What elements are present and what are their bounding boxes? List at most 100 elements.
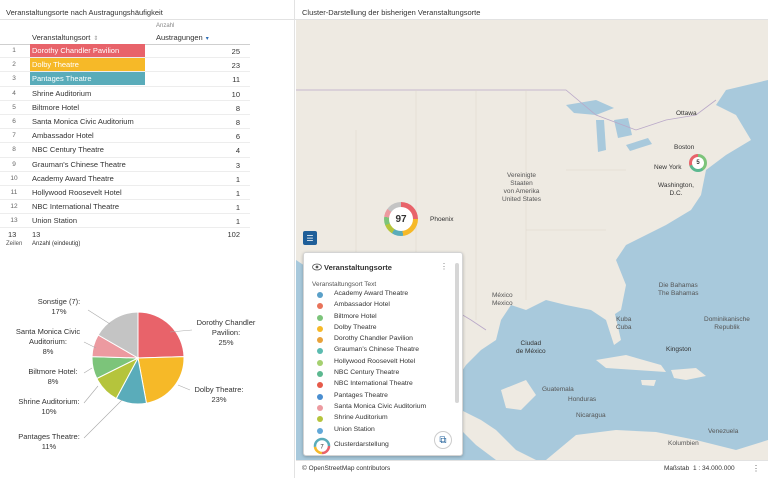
row-index: 11 xyxy=(10,188,18,196)
pie-chart-svg xyxy=(83,309,193,439)
table-row[interactable]: 8 NBC Century Theatre 4 xyxy=(0,143,250,158)
table-row[interactable]: 10 Academy Award Theatre 1 xyxy=(0,172,250,186)
pie-label-biltmore-line1: Biltmore Hotel: xyxy=(28,367,78,376)
land-cuba xyxy=(596,355,666,372)
cluster-marker-los-angeles-inner: 97 xyxy=(389,207,413,231)
row-index: 12 xyxy=(10,203,18,211)
legend-scrollbar[interactable] xyxy=(455,263,459,403)
legend-item-label: Ambassador Hotel xyxy=(334,301,390,309)
layers-button[interactable]: ⧉ xyxy=(434,431,452,449)
row-count: 3 xyxy=(235,160,240,170)
cluster-count-new-york: 5 xyxy=(696,160,700,166)
legend-color-dot xyxy=(317,371,323,378)
map-label-phoenix: Phoenix xyxy=(430,216,454,223)
map-label-nicaragua: Nicaragua xyxy=(576,412,606,419)
eye-icon[interactable] xyxy=(312,263,322,271)
table-row[interactable]: 4 Shrine Auditorium 10 xyxy=(0,87,250,101)
row-count: 8 xyxy=(235,103,240,113)
footer-menu-icon[interactable]: ⋮ xyxy=(752,464,760,473)
row-venue-name: Pantages Theatre xyxy=(30,72,145,86)
pie-label-dorothy-value: 25% xyxy=(218,338,234,347)
pie-label-santamonica: Santa Monica Civic Auditorium: 8% xyxy=(12,327,84,357)
row-venue-name: NBC International Theatre xyxy=(32,202,119,212)
row-venue-name: Dorothy Chandler Pavilion xyxy=(30,44,145,57)
pie-leader-line-3 xyxy=(83,385,99,404)
map-attribution[interactable]: © OpenStreetMap contributors xyxy=(302,465,391,472)
pie-label-pantages-line1: Pantages Theatre: xyxy=(18,432,80,441)
table-row[interactable]: 11 Hollywood Roosevelt Hotel 1 xyxy=(0,186,250,201)
pie-label-sonstige: Sonstige (7): 17% xyxy=(30,297,88,317)
pie-label-santamonica-line1: Santa Monica Civic xyxy=(15,327,81,336)
summary-distinct-label: Anzahl (eindeutig) xyxy=(32,241,81,247)
table-row[interactable]: 3 Pantages Theatre 11 xyxy=(0,72,250,87)
row-venue-name: Dolby Theatre xyxy=(30,58,145,72)
pie-label-pantages-value: 11% xyxy=(41,442,57,451)
pie-label-biltmore: Biltmore Hotel: 8% xyxy=(22,367,84,387)
row-index: 7 xyxy=(12,132,16,140)
map-label-mexico: México Mexico xyxy=(492,292,513,307)
table-header: Veranstaltungsort ⇕ Austragungen ▾ xyxy=(0,30,250,45)
legend-menu-icon[interactable]: ⋮ xyxy=(440,262,448,271)
pie-slice-0[interactable] xyxy=(137,311,185,359)
table-row[interactable]: 9 Grauman's Chinese Theatre 3 xyxy=(0,158,250,172)
row-venue-name: Union Station xyxy=(32,216,78,226)
map-label-washington: Washington, D.C. xyxy=(658,182,694,197)
row-venue-name: Ambassador Hotel xyxy=(32,131,94,141)
land-south-america xyxy=(546,430,768,460)
pie-chart: Dorothy Chandler Pavilion: 25% Dolby The… xyxy=(0,290,294,478)
legend-color-dot xyxy=(317,393,323,400)
sort-icon[interactable]: ⇕ xyxy=(93,36,99,42)
row-count: 6 xyxy=(235,132,240,142)
pie-label-dorothy-line2: Pavilion: xyxy=(211,328,241,337)
table-row[interactable]: 12 NBC International Theatre 1 xyxy=(0,200,250,215)
pie-slice-1[interactable] xyxy=(137,356,185,404)
map-label-boston: Boston xyxy=(674,144,695,151)
table-row[interactable]: 2 Dolby Theatre 23 xyxy=(0,58,250,73)
legend-toggle-button[interactable]: ☰ xyxy=(303,231,317,245)
row-venue-name: Grauman's Chinese Theatre xyxy=(32,159,126,169)
row-index: 2 xyxy=(12,61,16,69)
cluster-marker-los-angeles[interactable]: 97 xyxy=(384,202,418,236)
legend-color-dot xyxy=(317,325,323,332)
legend-item-label: Santa Monica Civic Auditorium xyxy=(334,402,427,410)
cluster-legend-label: Clusterdarstellung xyxy=(334,441,389,448)
legend-item-label: Academy Award Theatre xyxy=(334,290,409,297)
row-index: 3 xyxy=(12,75,16,83)
row-count: 10 xyxy=(231,89,240,99)
map-label-bahamas: Die Bahamas The Bahamas xyxy=(658,282,699,297)
map-label-ottawa: Ottawa xyxy=(676,110,697,117)
table-row[interactable]: 5 Biltmore Hotel 8 xyxy=(0,101,250,115)
pie-label-dolby-value: 23% xyxy=(211,395,227,404)
cluster-marker-new-york[interactable]: 5 xyxy=(689,154,707,172)
pie-label-shrine-line1: Shrine Auditorium: xyxy=(18,397,80,406)
table-row[interactable]: 13 Union Station 1 xyxy=(0,214,250,229)
legend-item-label: Shrine Auditorium xyxy=(334,414,388,422)
lake-huron xyxy=(614,118,632,138)
pie-slice-6[interactable] xyxy=(97,311,139,359)
legend-item-label: NBC Century Theatre xyxy=(334,369,400,377)
map-label-ciudad: Ciudad de México xyxy=(516,340,546,355)
pie-leader-line-4 xyxy=(83,367,93,374)
pie-leader-line-6 xyxy=(87,309,111,325)
map-label-guatemala: Guatemala xyxy=(542,386,574,393)
map-label-colombia: Kolumbien xyxy=(668,440,699,447)
count-column-header[interactable]: Austragungen ▾ xyxy=(156,33,209,42)
lake-erie xyxy=(626,138,652,151)
summary-total: 102 xyxy=(227,230,240,239)
table-row[interactable]: 7 Ambassador Hotel 6 xyxy=(0,129,250,144)
legend-title: Veranstaltungsorte xyxy=(324,263,392,272)
pie-label-sonstige-line1: Sonstige (7): xyxy=(37,297,81,306)
table-row[interactable]: 1 Dorothy Chandler Pavilion 25 xyxy=(0,44,250,59)
row-count: 11 xyxy=(232,75,240,85)
summary-rows-count: 13 xyxy=(8,230,17,239)
legend-color-dot xyxy=(317,359,323,366)
pie-leader-line-0 xyxy=(169,329,193,333)
cluster-legend-sample: 7 xyxy=(320,445,324,451)
table-row[interactable]: 6 Santa Monica Civic Auditorium 8 xyxy=(0,115,250,130)
name-column-header[interactable]: Veranstaltungsort ⇕ xyxy=(32,33,98,42)
legend-item-label: Dorothy Chandler Pavilion xyxy=(334,335,413,343)
right-panel-title: Cluster-Darstellung der bisherigen Veran… xyxy=(302,8,481,17)
row-count: 4 xyxy=(235,146,240,156)
header-divider xyxy=(0,19,768,20)
sort-desc-icon[interactable]: ▾ xyxy=(205,36,209,42)
